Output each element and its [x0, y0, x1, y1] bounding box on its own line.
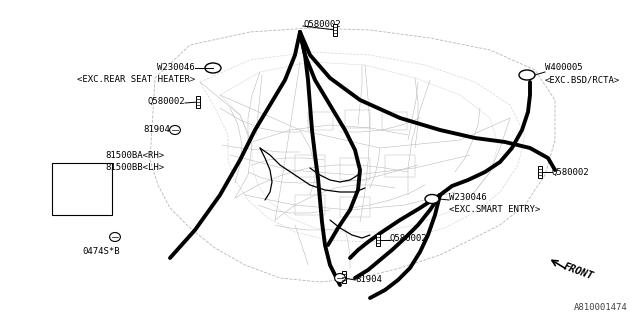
Bar — [538, 166, 542, 178]
Bar — [376, 234, 380, 246]
Text: A810001474: A810001474 — [574, 303, 628, 312]
Text: <EXC.SMART ENTRY>: <EXC.SMART ENTRY> — [449, 204, 540, 213]
Text: Q580002: Q580002 — [552, 167, 589, 177]
Bar — [345, 110, 370, 128]
Ellipse shape — [335, 274, 346, 283]
Text: Q580002: Q580002 — [390, 234, 428, 243]
Text: W400005: W400005 — [545, 63, 582, 73]
Text: <EXC.REAR SEAT HEATER>: <EXC.REAR SEAT HEATER> — [77, 76, 195, 84]
Bar — [52, 163, 112, 215]
Text: FRONT: FRONT — [562, 262, 595, 282]
Bar — [333, 24, 337, 36]
Text: 81500BA<RH>: 81500BA<RH> — [106, 150, 165, 159]
Ellipse shape — [425, 195, 439, 204]
Bar — [196, 96, 200, 108]
Bar — [342, 271, 346, 283]
Text: 81500BB<LH>: 81500BB<LH> — [106, 163, 165, 172]
Bar — [308, 112, 333, 130]
Bar — [340, 197, 370, 217]
Bar — [295, 155, 325, 177]
Text: <EXC.BSD/RCTA>: <EXC.BSD/RCTA> — [545, 76, 620, 84]
Ellipse shape — [109, 233, 120, 242]
Text: Q580002: Q580002 — [147, 97, 185, 106]
Text: Q580002: Q580002 — [303, 20, 340, 28]
Text: W230046: W230046 — [449, 193, 486, 202]
Ellipse shape — [519, 70, 535, 80]
Ellipse shape — [205, 63, 221, 73]
Text: 0474S*B: 0474S*B — [82, 247, 120, 257]
Bar — [385, 155, 415, 177]
Bar — [382, 112, 407, 130]
Text: W230046: W230046 — [157, 63, 195, 73]
Ellipse shape — [170, 125, 180, 134]
Text: 81904: 81904 — [143, 125, 170, 134]
Bar — [295, 195, 325, 215]
Bar — [340, 158, 370, 180]
Text: 81904: 81904 — [355, 276, 382, 284]
